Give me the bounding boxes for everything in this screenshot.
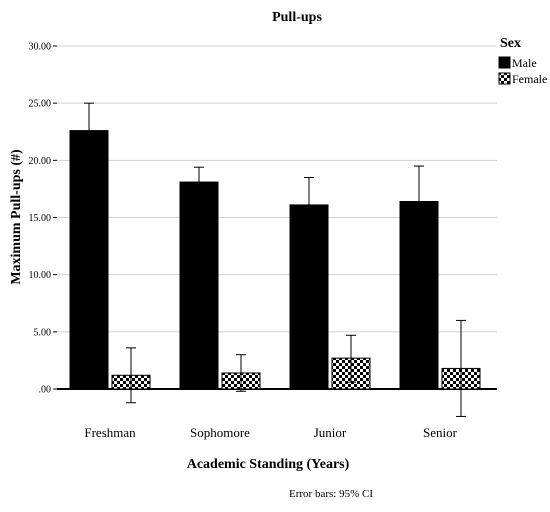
y-tick-label: 15.00 [29, 213, 52, 224]
y-tick-label: 20.00 [29, 156, 52, 167]
bar-male-sophomore [179, 181, 219, 390]
legend-swatch-male [498, 56, 511, 69]
y-tick-label: 30.00 [29, 42, 52, 53]
legend-label-female: Female [512, 72, 547, 86]
y-tick-label: 25.00 [29, 99, 52, 110]
x-tick-label: Freshman [84, 425, 136, 440]
legend-swatch-female [498, 72, 511, 85]
legend-title: Sex [500, 36, 521, 51]
error-bars [84, 102, 466, 417]
error-bars-note: Error bars: 95% CI [289, 488, 373, 500]
bars [69, 130, 481, 390]
y-axis-title: Maximum Pull-ups (#) [9, 149, 24, 285]
y-tick-label: 10.00 [29, 270, 52, 281]
x-axis-ticks: Freshman Sophomore Junior Senior [84, 425, 457, 440]
x-tick-label: Junior [314, 425, 347, 440]
x-axis-title: Academic Standing (Years) [187, 457, 350, 472]
x-tick-label: Sophomore [190, 425, 250, 440]
y-tick-label: .00 [39, 385, 52, 396]
bar-male-freshman [69, 130, 109, 390]
y-axis-ticks: .00 5.00 10.00 15.00 20.00 25.00 30.00 [29, 42, 52, 396]
x-tick-label: Senior [423, 425, 458, 440]
bar-male-junior [289, 204, 329, 390]
y-tick-label: 5.00 [34, 327, 52, 338]
legend-label-male: Male [512, 56, 537, 70]
legend: Sex Male Female [498, 36, 547, 86]
bar-male-senior [399, 200, 439, 390]
chart-title: Pull-ups [272, 10, 322, 25]
